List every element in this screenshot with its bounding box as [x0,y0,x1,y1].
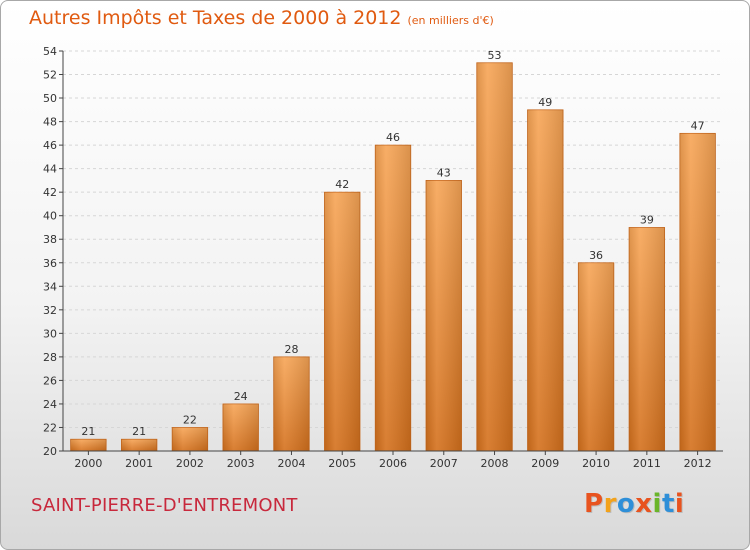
bar-shade [70,439,107,451]
bar-value-label: 43 [437,166,451,179]
logo-letter: i [674,489,685,519]
y-tick-label: 34 [43,280,57,293]
x-tick-label: 2003 [227,457,255,470]
logo-letter: x [635,489,653,519]
x-tick-label: 2000 [74,457,102,470]
logo-letter: i [652,489,662,519]
y-axis: 20 22 24 26 28 30 32 34 36 38 40 42 44 46 48 50 52 54 [43,45,64,458]
y-tick-label: 32 [43,304,57,317]
y-tick-label: 54 [43,45,57,58]
y-tick-label: 36 [43,257,57,270]
bar-shade [324,192,360,452]
x-tick-label: 2009 [531,457,559,470]
y-tick-label: 20 [43,445,57,458]
y-tick-label: 50 [43,92,57,105]
bar-value-label: 42 [335,178,349,191]
bar-value-label: 24 [234,390,248,403]
y-tick-label: 30 [43,327,57,340]
bar-shade [629,227,665,451]
bar-shade [121,439,157,451]
x-tick-label: 2011 [633,457,661,470]
bar-shade [578,262,614,451]
y-tick-label: 44 [43,163,57,176]
chart-unit: (en milliers d'€) [407,14,494,27]
x-tick-label: 2010 [582,457,610,470]
logo-letter: r [603,489,617,519]
bar-shade [273,356,310,451]
bar-value-label: 21 [81,425,95,438]
bar-shade [527,109,564,451]
x-tick-label: 2007 [430,457,458,470]
bar-value-label: 49 [538,96,552,109]
proxiti-logo: Proxiti [584,489,684,519]
bar-shade [679,133,716,451]
bars: 21 21 22 24 28 42 46 43 53 49 36 39 47 [70,49,716,452]
y-tick-label: 28 [43,351,57,364]
bar-value-label: 36 [589,249,603,262]
logo-letter: P [584,489,604,519]
logo-letter: o [616,489,636,519]
location-name: SAINT-PIERRE-D'ENTREMONT [31,495,298,516]
y-tick-label: 24 [43,398,57,411]
bar-shade [222,403,259,451]
x-tick-label: 2012 [684,457,712,470]
y-tick-label: 46 [43,139,57,152]
chart-title: Autres Impôts et Taxes de 2000 à 2012 (en… [29,7,494,29]
y-tick-label: 38 [43,233,57,246]
bar-shade [172,427,208,451]
bar-shade [375,145,411,451]
x-tick-label: 2008 [481,457,509,470]
bar-value-label: 22 [183,413,197,426]
bar-shade [476,62,513,451]
bar-value-label: 28 [284,343,298,356]
bar-value-label: 47 [691,119,705,132]
bar-value-label: 39 [640,213,654,226]
bar-value-label: 21 [132,425,146,438]
x-tick-label: 2004 [277,457,305,470]
logo-letter: t [661,489,675,519]
x-tick-label: 2002 [176,457,204,470]
x-tick-label: 2006 [379,457,407,470]
y-tick-label: 42 [43,186,57,199]
x-tick-label: 2005 [328,457,356,470]
y-tick-label: 22 [43,421,57,434]
y-tick-label: 52 [43,69,57,82]
bar-value-label: 46 [386,131,400,144]
y-tick-label: 40 [43,210,57,223]
x-axis: 2000 2001 2002 2003 2004 2005 2006 2007 2008 2009… [63,450,723,470]
y-tick-label: 48 [43,116,57,129]
chart-title-text: Autres Impôts et Taxes de 2000 à 2012 [29,7,402,29]
y-tick-label: 26 [43,374,57,387]
bar-shade [426,180,462,452]
x-tick-label: 2001 [125,457,153,470]
bar-value-label: 53 [488,49,502,62]
